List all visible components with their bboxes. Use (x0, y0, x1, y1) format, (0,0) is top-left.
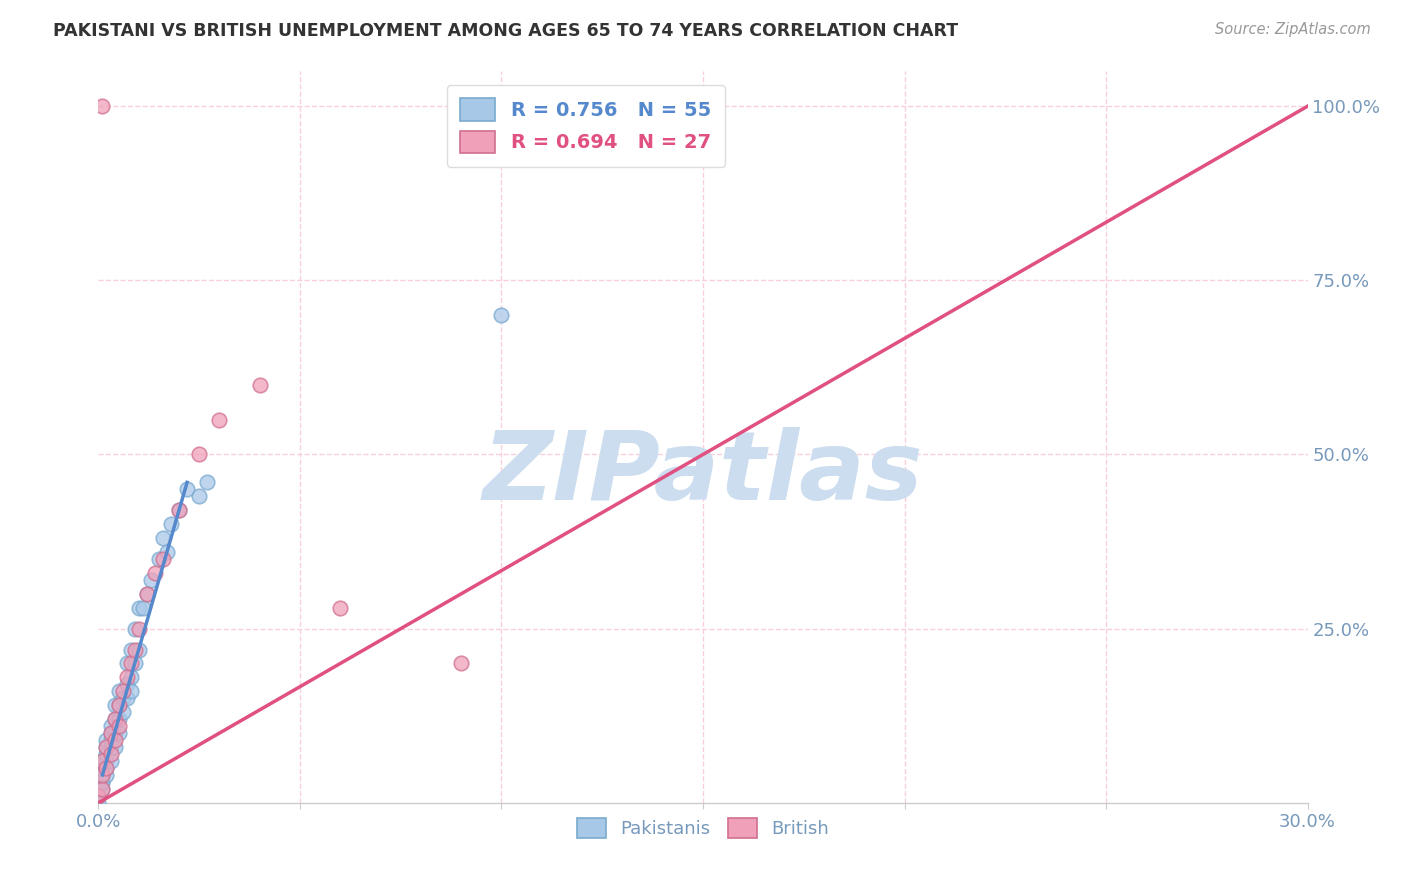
Point (115, 691, 138, 706)
Point (100, 726, 122, 740)
Point (100, 726, 122, 740)
Point (195, 475, 218, 490)
Point (188, 489, 211, 503)
Point (124, 622, 146, 636)
Point (96, 740, 118, 755)
Point (167, 503, 190, 517)
Point (107, 698, 129, 713)
Point (100, 719, 122, 733)
Point (96, 733, 118, 747)
Text: ZIPatlas: ZIPatlas (482, 427, 924, 520)
Point (120, 684, 142, 698)
Point (96, 761, 118, 775)
Point (91, 768, 114, 782)
Point (107, 726, 129, 740)
Point (491, 308, 513, 322)
Point (120, 642, 142, 657)
Point (135, 587, 157, 601)
Point (87, 789, 110, 803)
Point (96, 754, 118, 768)
Legend: Pakistanis, British: Pakistanis, British (569, 811, 837, 845)
Point (87, 796, 110, 810)
Point (103, 733, 125, 747)
Point (103, 698, 125, 713)
Point (96, 761, 118, 775)
Point (115, 677, 138, 691)
Point (91, 99, 114, 113)
Point (124, 642, 146, 657)
Point (188, 448, 211, 462)
Point (100, 754, 122, 768)
Point (91, 775, 114, 789)
Point (115, 657, 138, 671)
Point (91, 761, 114, 775)
Point (96, 740, 118, 755)
Point (132, 600, 155, 615)
Point (107, 698, 129, 713)
Point (96, 747, 118, 761)
Point (111, 684, 134, 698)
Point (100, 740, 122, 755)
Text: Source: ZipAtlas.com: Source: ZipAtlas.com (1215, 22, 1371, 37)
Point (103, 712, 125, 726)
Point (96, 768, 118, 782)
Point (124, 657, 146, 671)
Point (87, 789, 110, 803)
Point (91, 768, 114, 782)
Point (135, 587, 157, 601)
Point (103, 712, 125, 726)
Point (91, 754, 114, 768)
Point (91, 775, 114, 789)
Point (160, 517, 183, 532)
Point (103, 726, 125, 740)
Point (87, 781, 110, 796)
Point (128, 642, 150, 657)
Point (87, 789, 110, 803)
Point (103, 740, 125, 755)
Point (176, 483, 198, 497)
Point (111, 691, 134, 706)
Point (139, 573, 162, 587)
Point (91, 754, 114, 768)
Point (167, 503, 190, 517)
Point (152, 552, 174, 566)
Point (100, 733, 122, 747)
Point (107, 719, 129, 733)
Point (128, 622, 150, 636)
Point (152, 531, 174, 545)
Point (107, 684, 129, 698)
Point (450, 657, 472, 671)
Point (100, 747, 122, 761)
Point (111, 705, 134, 719)
Point (115, 670, 138, 684)
Point (208, 412, 231, 426)
Point (143, 566, 166, 580)
Point (91, 781, 114, 796)
Point (120, 657, 142, 671)
Point (128, 600, 150, 615)
Point (87, 781, 110, 796)
Point (91, 768, 114, 782)
Point (249, 377, 271, 392)
Point (329, 600, 352, 615)
Point (107, 712, 129, 726)
Point (156, 545, 179, 559)
Point (120, 670, 142, 684)
Text: PAKISTANI VS BRITISH UNEMPLOYMENT AMONG AGES 65 TO 74 YEARS CORRELATION CHART: PAKISTANI VS BRITISH UNEMPLOYMENT AMONG … (53, 22, 959, 40)
Point (148, 552, 170, 566)
Point (91, 781, 114, 796)
